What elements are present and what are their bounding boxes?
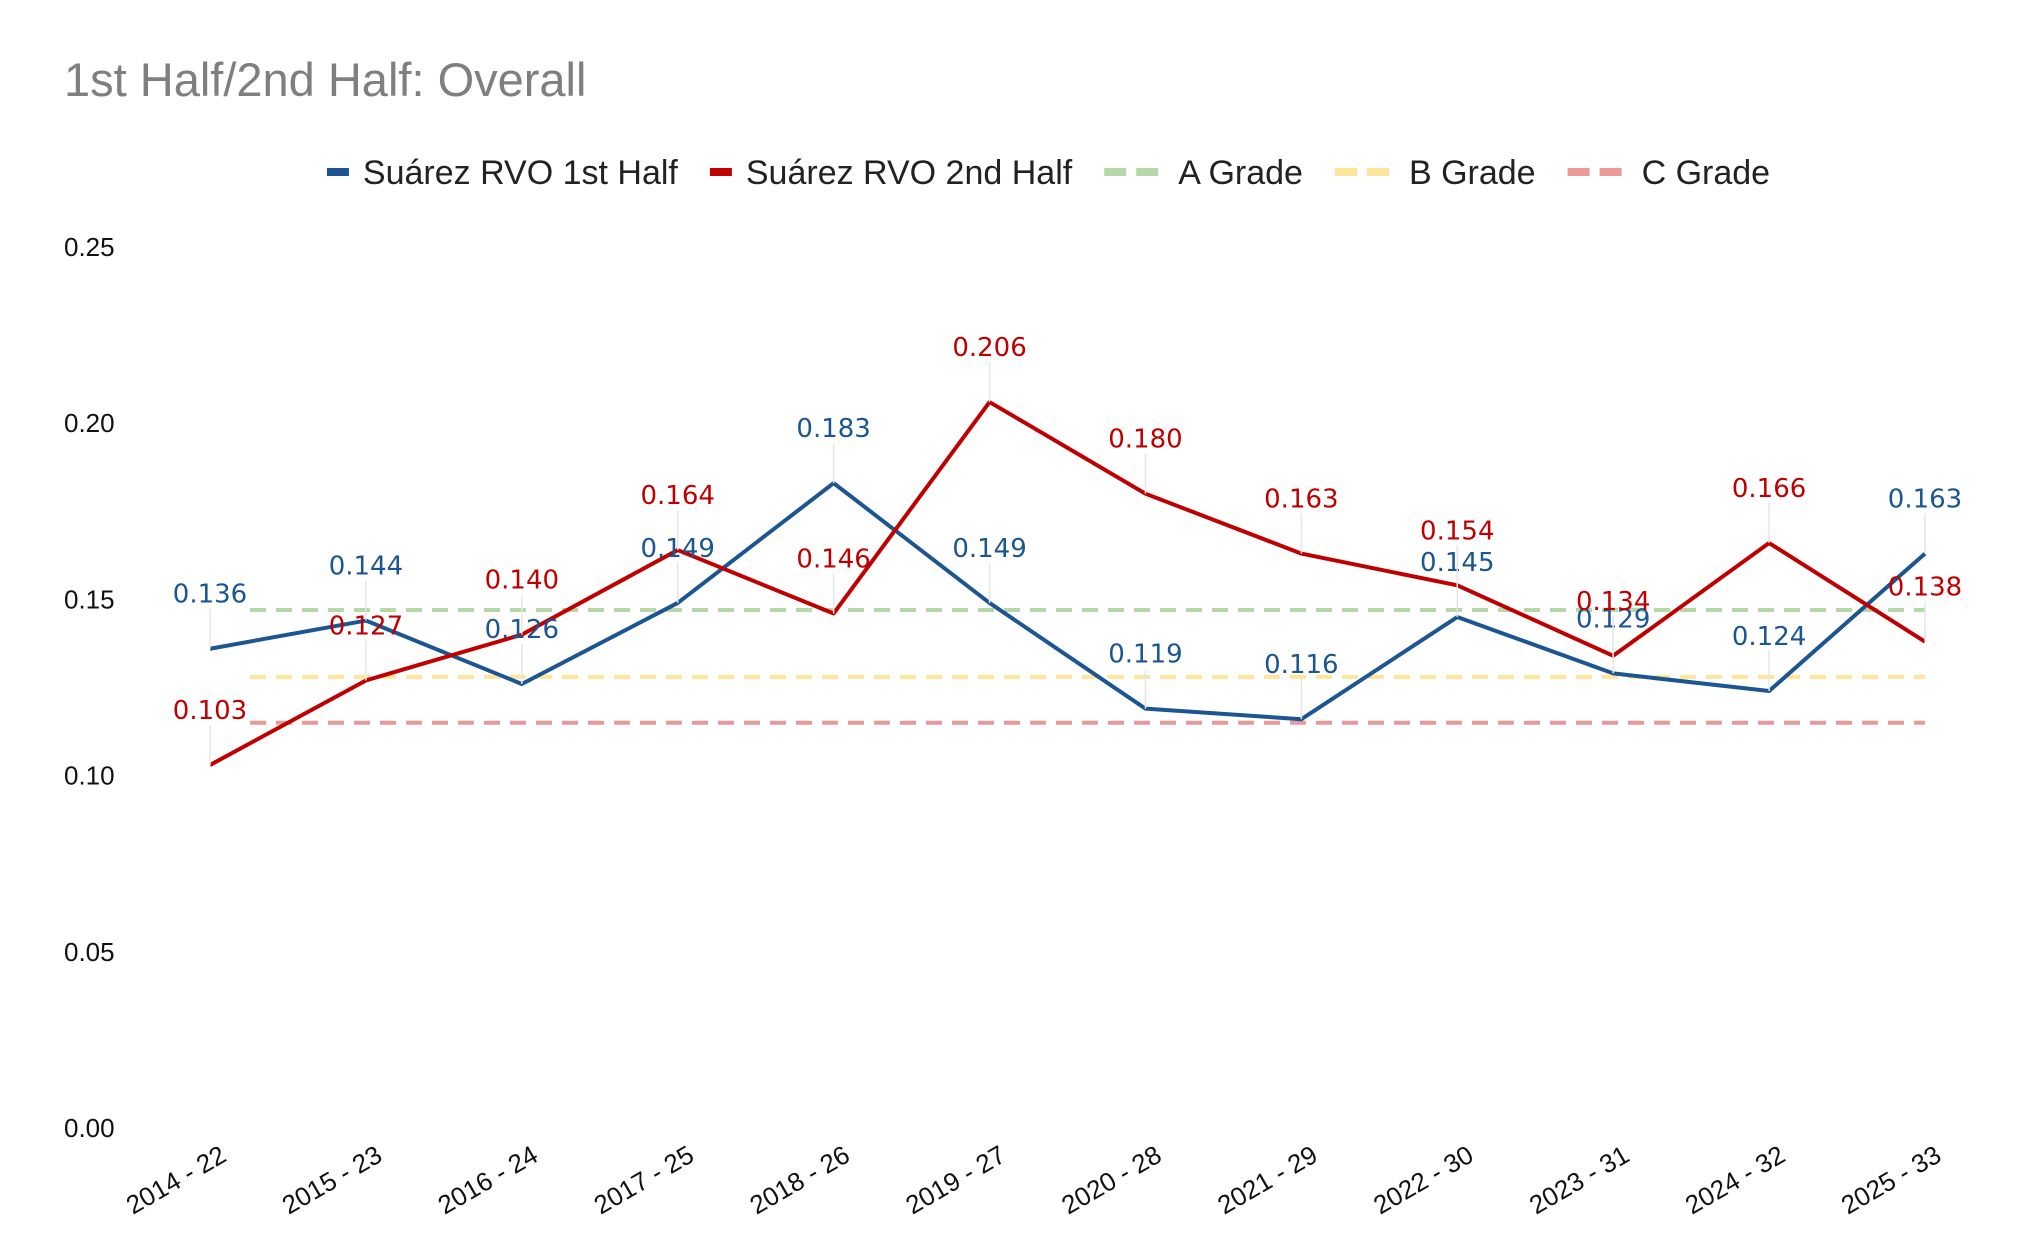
y-tick-label: 0.00 [64, 1113, 115, 1143]
y-tick-label: 0.05 [64, 937, 115, 967]
grade-reference-lines [250, 607, 1925, 725]
legend-item: B Grade [1334, 154, 1536, 192]
y-tick-label: 0.25 [64, 232, 115, 262]
data-label: 0.140 [485, 566, 559, 596]
x-tick-label: 2022 - 30 [1368, 1139, 1478, 1220]
series-lines [209, 400, 1927, 767]
legend-label: A Grade [1178, 154, 1303, 192]
data-label: 0.163 [1264, 485, 1338, 515]
y-tick-label: 0.20 [64, 408, 115, 438]
data-label: 0.164 [641, 481, 715, 511]
data-label: 0.124 [1732, 622, 1806, 652]
legend-item: C Grade [1567, 154, 1771, 192]
legend-item: Suárez RVO 2nd Half [709, 154, 1073, 192]
series-line-1st-half [209, 481, 1927, 722]
data-label: 0.206 [952, 333, 1026, 363]
data-label: 0.163 [1888, 485, 1962, 515]
x-tick-label: 2021 - 29 [1212, 1139, 1322, 1220]
y-tick-label: 0.15 [64, 584, 115, 614]
y-tick-label: 0.10 [64, 761, 115, 791]
data-label: 0.116 [1264, 650, 1338, 680]
data-label: 0.154 [1420, 516, 1494, 546]
legend-label: C Grade [1642, 154, 1771, 192]
data-label: 0.119 [1108, 640, 1182, 670]
data-label: 0.138 [1888, 573, 1962, 603]
x-tick-label: 2020 - 28 [1056, 1139, 1166, 1220]
data-label: 0.103 [173, 696, 247, 726]
data-label: 0.149 [952, 534, 1026, 564]
series-line-2nd-half [209, 400, 1927, 767]
legend-item: A Grade [1104, 154, 1303, 192]
x-tick-label: 2017 - 25 [589, 1139, 699, 1220]
data-label: 0.144 [329, 552, 403, 582]
x-tick-label: 2014 - 22 [121, 1139, 231, 1220]
legend-item: Suárez RVO 1st Half [326, 154, 679, 192]
data-label: 0.180 [1108, 425, 1182, 455]
x-tick-label: 2015 - 23 [277, 1139, 387, 1220]
legend-label: B Grade [1409, 154, 1536, 192]
x-tick-label: 2018 - 26 [744, 1139, 854, 1220]
x-tick-label: 2016 - 24 [433, 1139, 543, 1220]
x-tick-label: 2025 - 33 [1836, 1139, 1946, 1220]
x-tick-label: 2019 - 27 [900, 1139, 1010, 1220]
legend-label: Suárez RVO 1st Half [363, 154, 679, 192]
x-tick-label: 2024 - 32 [1680, 1139, 1790, 1220]
data-label: 0.183 [796, 414, 870, 444]
data-label: 0.134 [1576, 587, 1650, 617]
chart-title: 1st Half/2nd Half: Overall [64, 53, 587, 106]
y-axis: 0.00 0.05 0.10 0.15 0.20 0.25 [64, 232, 115, 1143]
x-axis: 2014 - 22 2015 - 23 2016 - 24 2017 - 25 2018… [121, 1139, 1946, 1220]
data-label: 0.146 [796, 544, 870, 574]
data-label: 0.166 [1732, 474, 1806, 504]
data-label: 0.127 [329, 611, 403, 641]
data-label: 0.136 [173, 580, 247, 610]
legend: Suárez RVO 1st Half Suárez RVO 2nd Half A … [326, 154, 1771, 192]
legend-label: Suárez RVO 2nd Half [746, 154, 1073, 192]
x-tick-label: 2023 - 31 [1524, 1139, 1634, 1220]
